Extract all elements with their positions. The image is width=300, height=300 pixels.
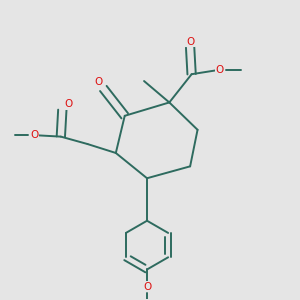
Text: O: O: [143, 282, 151, 292]
Text: O: O: [30, 130, 38, 140]
Text: O: O: [186, 37, 194, 46]
Text: O: O: [216, 65, 224, 75]
Text: O: O: [95, 77, 103, 87]
Text: O: O: [64, 99, 72, 109]
